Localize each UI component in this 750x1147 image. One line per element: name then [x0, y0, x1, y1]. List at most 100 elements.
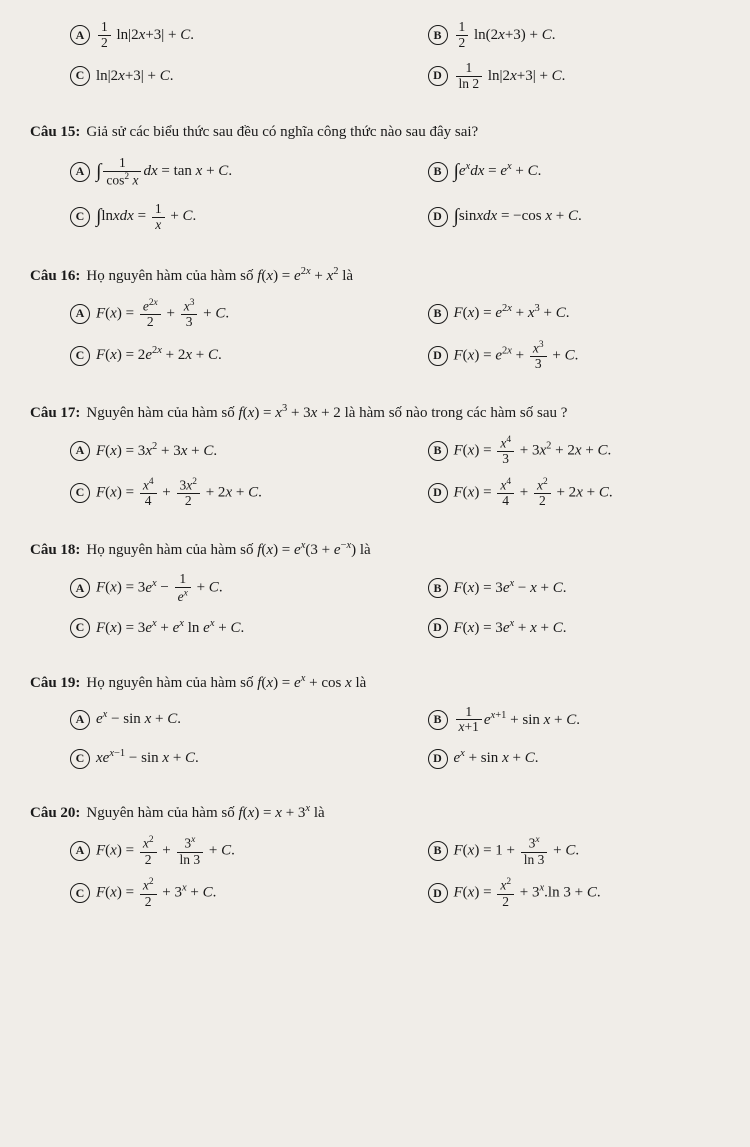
q18-option-c: C F(x) = 3ex + ex ln ex + C.: [70, 615, 363, 642]
q19-row1: A ex − sin x + C. B 1x+1ex+1 + sin x + C…: [30, 705, 720, 746]
q16-text: Họ nguyên hàm của hàm số f(x) = e2x + x2…: [86, 263, 353, 290]
q16-label: Câu 16:: [30, 263, 80, 290]
bubble-b: B: [428, 841, 448, 861]
q16-row1: A F(x) = e2x2 + x33 + C. B F(x) = e2x + …: [30, 298, 720, 340]
q20-suffix: là: [314, 805, 325, 821]
q19-option-b: B 1x+1ex+1 + sin x + C.: [428, 705, 721, 736]
q20-row2: C F(x) = x22 + 3x + C. D F(x) = x22 + 3x…: [30, 877, 720, 919]
q17-text: Nguyên hàm của hàm số f(x) = x3 + 3x + 2…: [86, 400, 567, 427]
q17-option-a: A F(x) = 3x2 + 3x + C.: [70, 435, 363, 467]
q19-text: Họ nguyên hàm của hàm số f(x) = ex + cos…: [86, 670, 366, 697]
q20-option-a-text: F(x) = x22 + 3xln 3 + C.: [96, 835, 235, 867]
q20-row1: A F(x) = x22 + 3xln 3 + C. B F(x) = 1 + …: [30, 835, 720, 877]
q15-option-d-text: ∫sinxdx = −cos x + C.: [454, 199, 582, 234]
q17-row2: C F(x) = x44 + 3x22 + 2x + C. D F(x) = x…: [30, 477, 720, 519]
q17-header: Câu 17: Nguyên hàm của hàm số f(x) = x3 …: [30, 400, 720, 427]
bubble-d: D: [428, 66, 448, 86]
q18-option-b: B F(x) = 3ex − x + C.: [428, 572, 721, 604]
q19-option-d: D ex + sin x + C.: [428, 745, 721, 772]
q18-option-c-text: F(x) = 3ex + ex ln ex + C.: [96, 615, 244, 642]
q20-text: Nguyên hàm của hàm số f(x) = x + 3x là: [86, 800, 324, 827]
bubble-a: A: [70, 710, 90, 730]
q14-options-row1: A 12 ln|2x+3| + C. B 12 ln(2x+3) + C.: [30, 20, 720, 61]
q20-option-c: C F(x) = x22 + 3x + C.: [70, 877, 363, 909]
q17-option-d-text: F(x) = x44 + x22 + 2x + C.: [454, 477, 613, 509]
q20-option-b: B F(x) = 1 + 3xln 3 + C.: [428, 835, 721, 867]
q16-option-a-text: F(x) = e2x2 + x33 + C.: [96, 298, 229, 330]
q16-row2: C F(x) = 2e2x + 2x + C. D F(x) = e2x + x…: [30, 340, 720, 382]
q14-option-c-text: ln|2x+3| + C.: [96, 63, 174, 90]
q15-option-b: B ∫exdx = ex + C.: [428, 154, 721, 189]
bubble-a: A: [70, 578, 90, 598]
question-18: Câu 18: Họ nguyên hàm của hàm số f(x) = …: [30, 537, 720, 651]
q17-option-d: D F(x) = x44 + x22 + 2x + C.: [428, 477, 721, 509]
bubble-d: D: [428, 483, 448, 503]
q14-option-c: C ln|2x+3| + C.: [70, 61, 363, 92]
question-20: Câu 20: Nguyên hàm của hàm số f(x) = x +…: [30, 800, 720, 919]
question-16: Câu 16: Họ nguyên hàm của hàm số f(x) = …: [30, 263, 720, 382]
q17-label: Câu 17:: [30, 400, 80, 427]
bubble-a: A: [70, 841, 90, 861]
q15-option-d: D ∫sinxdx = −cos x + C.: [428, 199, 721, 234]
q20-header: Câu 20: Nguyên hàm của hàm số f(x) = x +…: [30, 800, 720, 827]
q18-row1: A F(x) = 3ex − 1ex + C. B F(x) = 3ex − x…: [30, 572, 720, 614]
q15-row2: C ∫lnxdx = 1x + C. D ∫sinxdx = −cos x + …: [30, 199, 720, 244]
q18-option-d: D F(x) = 3ex + x + C.: [428, 615, 721, 642]
q20-option-c-text: F(x) = x22 + 3x + C.: [96, 877, 216, 909]
q18-option-a-text: F(x) = 3ex − 1ex + C.: [96, 572, 223, 604]
q18-row2: C F(x) = 3ex + ex ln ex + C. D F(x) = 3e…: [30, 615, 720, 652]
question-14-tail: A 12 ln|2x+3| + C. B 12 ln(2x+3) + C. C …: [30, 20, 720, 101]
q15-option-c: C ∫lnxdx = 1x + C.: [70, 199, 363, 234]
q19-row2: C xex−1 − sin x + C. D ex + sin x + C.: [30, 745, 720, 782]
bubble-c: C: [70, 883, 90, 903]
q19-option-c: C xex−1 − sin x + C.: [70, 745, 363, 772]
q20-option-d: D F(x) = x22 + 3x.ln 3 + C.: [428, 877, 721, 909]
q18-prefix: Họ nguyên hàm của hàm số: [86, 542, 257, 558]
q18-label: Câu 18:: [30, 537, 80, 564]
bubble-b: B: [428, 578, 448, 598]
q20-option-a: A F(x) = x22 + 3xln 3 + C.: [70, 835, 363, 867]
q20-label: Câu 20:: [30, 800, 80, 827]
q20-option-d-text: F(x) = x22 + 3x.ln 3 + C.: [454, 877, 601, 909]
question-19: Câu 19: Họ nguyên hàm của hàm số f(x) = …: [30, 670, 720, 783]
q17-prefix: Nguyên hàm của hàm số: [86, 405, 238, 421]
q14-option-d: D 1ln 2 ln|2x+3| + C.: [428, 61, 721, 92]
bubble-a: A: [70, 25, 90, 45]
q19-option-a-text: ex − sin x + C.: [96, 706, 181, 733]
question-15: Câu 15: Giả sử các biểu thức sau đều có …: [30, 119, 720, 244]
bubble-c: C: [70, 207, 90, 227]
q14-option-a-text: 12 ln|2x+3| + C.: [96, 20, 194, 51]
q19-option-c-text: xex−1 − sin x + C.: [96, 745, 199, 772]
q19-option-b-text: 1x+1ex+1 + sin x + C.: [454, 705, 581, 736]
q16-option-d-text: F(x) = e2x + x33 + C.: [454, 340, 579, 372]
bubble-c: C: [70, 618, 90, 638]
q16-option-d: D F(x) = e2x + x33 + C.: [428, 340, 721, 372]
q14-options-row2: C ln|2x+3| + C. D 1ln 2 ln|2x+3| + C.: [30, 61, 720, 102]
q16-option-c: C F(x) = 2e2x + 2x + C.: [70, 340, 363, 372]
q18-option-b-text: F(x) = 3ex − x + C.: [454, 575, 567, 602]
q18-text: Họ nguyên hàm của hàm số f(x) = ex(3 + e…: [86, 537, 370, 564]
question-17: Câu 17: Nguyên hàm của hàm số f(x) = x3 …: [30, 400, 720, 519]
bubble-d: D: [428, 346, 448, 366]
bubble-c: C: [70, 66, 90, 86]
q17-option-b: B F(x) = x43 + 3x2 + 2x + C.: [428, 435, 721, 467]
q15-option-a: A ∫1cos2 xdx = tan x + C.: [70, 154, 363, 189]
bubble-b: B: [428, 710, 448, 730]
q16-option-a: A F(x) = e2x2 + x33 + C.: [70, 298, 363, 330]
q20-prefix: Nguyên hàm của hàm số: [86, 805, 238, 821]
q18-option-d-text: F(x) = 3ex + x + C.: [454, 615, 567, 642]
q15-label: Câu 15:: [30, 119, 80, 146]
bubble-b: B: [428, 441, 448, 461]
q17-option-a-text: F(x) = 3x2 + 3x + C.: [96, 438, 217, 465]
q19-option-d-text: ex + sin x + C.: [454, 745, 539, 772]
q15-option-c-text: ∫lnxdx = 1x + C.: [96, 199, 196, 234]
q19-label: Câu 19:: [30, 670, 80, 697]
q17-suffix: là hàm số nào trong các hàm số sau ?: [345, 405, 568, 421]
q15-option-a-text: ∫1cos2 xdx = tan x + C.: [96, 154, 232, 189]
bubble-b: B: [428, 304, 448, 324]
bubble-a: A: [70, 441, 90, 461]
q17-option-c: C F(x) = x44 + 3x22 + 2x + C.: [70, 477, 363, 509]
bubble-c: C: [70, 483, 90, 503]
q16-prefix: Họ nguyên hàm của hàm số: [86, 268, 257, 284]
bubble-d: D: [428, 883, 448, 903]
